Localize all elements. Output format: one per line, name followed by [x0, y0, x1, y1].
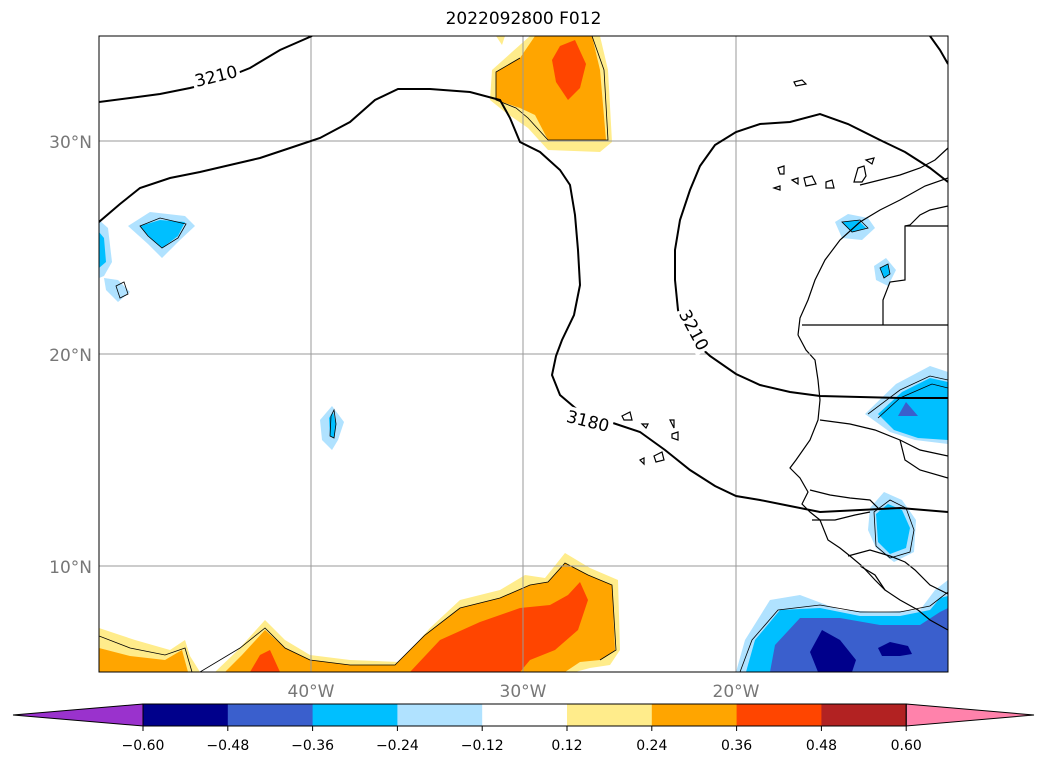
colorbar-tick-label: 0.60: [891, 738, 922, 754]
colorbar: −0.60 −0.48 −0.36 −0.24 −0.12 0.12 0.24 0.36 0.4…: [12, 703, 1035, 754]
islands: [621, 79, 875, 466]
anomaly-negative-east: [736, 214, 948, 672]
anomaly-outlines: [99, 36, 948, 672]
lon-label-20w: 20°W: [713, 682, 760, 702]
lat-label-20n: 20°N: [49, 346, 92, 366]
colorbar-tick-label: −0.60: [122, 738, 165, 754]
colorbar-tick-label: 0.12: [551, 738, 582, 754]
colorbar-tick-label: 0.24: [636, 738, 667, 754]
colorbar-segment: [651, 704, 738, 726]
lat-label-10n: 10°N: [49, 558, 92, 578]
coastlines: [789, 147, 948, 631]
map-title: 2022092800 F012: [445, 9, 602, 29]
lon-label-30w: 30°W: [500, 682, 547, 702]
colorbar-segment: [736, 704, 822, 726]
lon-label-40w: 40°W: [288, 682, 335, 702]
colorbar-tick-label: −0.48: [206, 738, 249, 754]
map-frame: [98, 35, 949, 673]
colorbar-frame: [142, 703, 907, 727]
anomaly-positive-south: [99, 553, 620, 672]
contour-labels: 3210 3210 3180: [190, 60, 715, 437]
graticule: [99, 36, 948, 672]
colorbar-tick-label: −0.24: [376, 738, 419, 754]
colorbar-segment: [143, 704, 229, 726]
lat-label-30n: 30°N: [49, 133, 92, 153]
colorbar-segment: [482, 704, 568, 726]
colorbar-tick-label: 0.48: [806, 738, 837, 754]
contour-label-3210-b: 3210: [674, 307, 712, 355]
anomaly-positive-north: [490, 36, 612, 152]
contour-label-3210-a: 3210: [193, 62, 240, 92]
colorbar-extend-low: [12, 703, 144, 727]
colorbar-segment: [821, 704, 907, 726]
colorbar-tick-label: −0.12: [461, 738, 504, 754]
colorbar-segment: [397, 704, 483, 726]
colorbar-segment: [227, 704, 314, 726]
colorbar-segment: [567, 704, 653, 726]
map-area: [99, 36, 948, 672]
contour-label-3180: 3180: [564, 407, 611, 437]
colorbar-tick-label: 0.36: [721, 738, 752, 754]
anomaly-negative-west: [99, 212, 344, 450]
colorbar-segment: [312, 704, 398, 726]
colorbar-tick-label: −0.36: [291, 738, 334, 754]
colorbar-extend-high: [905, 703, 1035, 727]
